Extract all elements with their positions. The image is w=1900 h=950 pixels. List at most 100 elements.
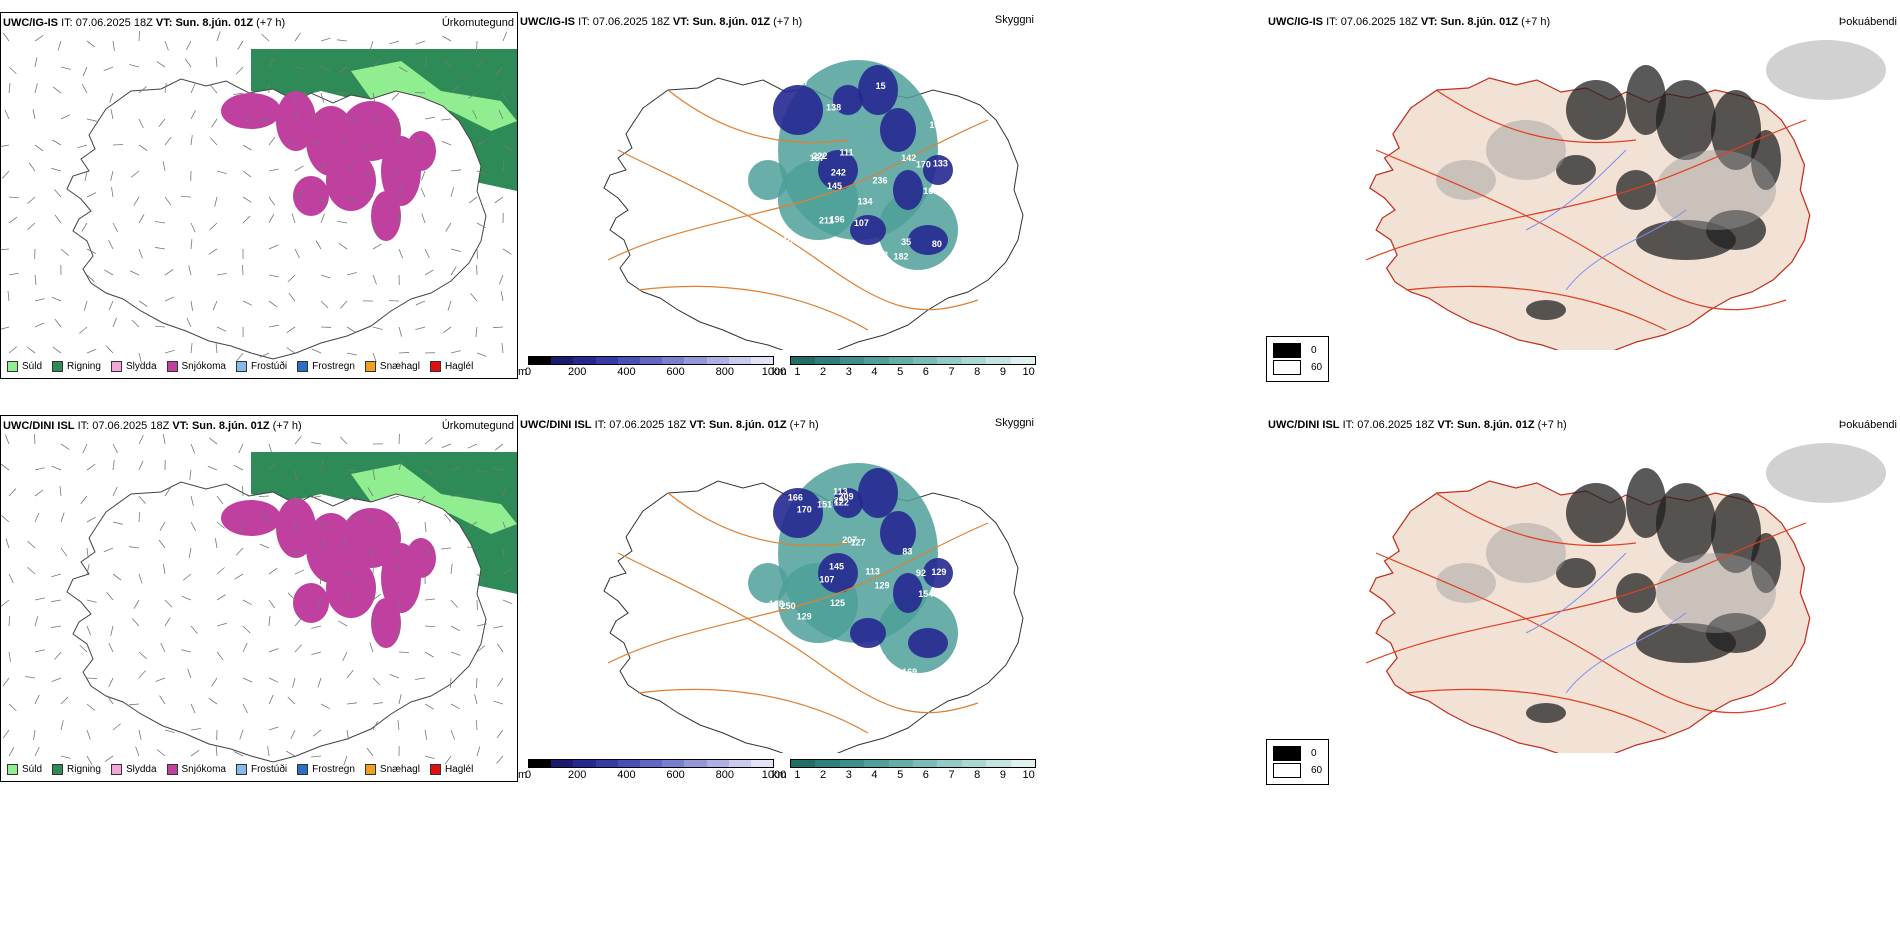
fog-indicator-area [1566, 80, 1626, 140]
cloud-base-label: 207 [842, 535, 857, 545]
wind-barb [32, 109, 36, 120]
fog-indicator-area [1486, 523, 1566, 583]
wind-barb [268, 324, 279, 328]
wind-barb [442, 35, 452, 42]
wind-barb [395, 135, 400, 146]
wind-barb [424, 521, 427, 532]
wind-barb [8, 196, 20, 199]
wind-barb [366, 747, 374, 757]
wind-barb [346, 590, 352, 601]
drizzle-area [351, 464, 517, 534]
wind-barb [311, 348, 322, 354]
cloud-base-label: 127 [851, 537, 866, 547]
wind-barb [424, 651, 434, 658]
vt-value: Sun. 8.jún. 01Z [175, 17, 254, 29]
wind-barb [110, 625, 114, 636]
wind-barb [450, 599, 458, 608]
wind-barb [160, 642, 166, 653]
cloud-base-label: 150 [783, 236, 798, 246]
cloud-base-label: 129 [931, 567, 946, 577]
wind-barb [364, 170, 374, 177]
vt-value: Sun. 8.jún. 01Z [692, 16, 771, 28]
legend-item: Frostúði [235, 764, 287, 775]
fog-indicator-area [1766, 40, 1886, 100]
wind-barb [86, 729, 91, 740]
wind-barb [444, 59, 452, 68]
wind-barb [112, 40, 115, 51]
precip-title: Úrkomutegund [441, 17, 514, 29]
wind-barb [502, 547, 505, 558]
fog-area [748, 563, 788, 603]
wind-barb [450, 651, 461, 656]
road [1365, 119, 1807, 261]
fog-area [748, 160, 788, 200]
wind-barb [468, 196, 478, 204]
model-name: UWC/DINI ISL [3, 420, 75, 432]
wind-barb [343, 755, 348, 766]
tick-label: 4 [871, 769, 878, 781]
wind-barb [86, 118, 97, 122]
wind-barb [470, 293, 478, 302]
wind-barb [476, 58, 484, 68]
wind-barb [398, 66, 408, 73]
wind-barb [311, 441, 322, 445]
wind-barb [346, 326, 356, 333]
wind-barb [4, 109, 10, 120]
wind-barb [268, 214, 275, 224]
wind-barb [112, 573, 122, 581]
wind-barb [320, 66, 331, 72]
wind-barb [472, 109, 478, 120]
wind-barb [182, 573, 192, 581]
fog-indicator-area [1711, 493, 1761, 573]
cloud-base-label: 154 [918, 589, 933, 599]
road [1375, 552, 1787, 714]
wind-barb [164, 196, 172, 206]
snow-area [371, 598, 401, 648]
road [1435, 492, 1637, 547]
cloud-base-label: 211 [819, 216, 834, 226]
wind-barb [34, 649, 45, 653]
wind-barb [185, 58, 192, 68]
wind-barb [164, 349, 175, 354]
fog-panel: UWC/DINI ISL IT: 07.06.2025 18Z VT: Sun.… [1266, 415, 1900, 782]
wind-barb [109, 92, 114, 103]
river [1565, 612, 1687, 694]
wind-barb [346, 573, 357, 578]
tick-label: 9 [999, 769, 1006, 781]
wind-barb [415, 40, 426, 45]
low-cloud-area [880, 108, 916, 152]
fog-indicator-area [1436, 160, 1496, 200]
tick-label: 6 [922, 366, 929, 378]
wind-barb [214, 196, 218, 207]
wind-barb [500, 291, 504, 302]
it-label: IT: [1342, 419, 1355, 431]
wind-barb [476, 170, 487, 176]
wind-barb [110, 109, 114, 120]
fog-indicator-area [1626, 65, 1666, 135]
snow-area [221, 93, 281, 129]
wind-barb [294, 469, 297, 480]
wind-barb [1, 599, 10, 607]
wind-barb [4, 434, 10, 445]
tick-label: 7 [948, 769, 955, 781]
wind-barb [372, 677, 381, 686]
wind-barb [372, 702, 383, 705]
tick-label: 7 [948, 366, 955, 378]
low-cloud-area [880, 511, 916, 555]
wind-barb [320, 300, 329, 309]
wind-barb [501, 343, 504, 354]
legend-label: Slydda [125, 764, 157, 775]
tick-label: 4 [871, 366, 878, 378]
wind-barb [495, 66, 504, 75]
wind-barb [294, 190, 304, 198]
wind-barb [86, 703, 95, 711]
cloud-base-label: 222 [812, 151, 827, 161]
wind-barb [86, 248, 97, 254]
wind-barb [258, 495, 270, 498]
legend-item: Snjókoma [166, 764, 226, 775]
wind-barb [372, 222, 376, 233]
wind-barb [315, 240, 322, 250]
cloud-base-label: 80 [932, 239, 942, 249]
wind-barb [181, 595, 192, 601]
wind-barb [86, 625, 92, 636]
